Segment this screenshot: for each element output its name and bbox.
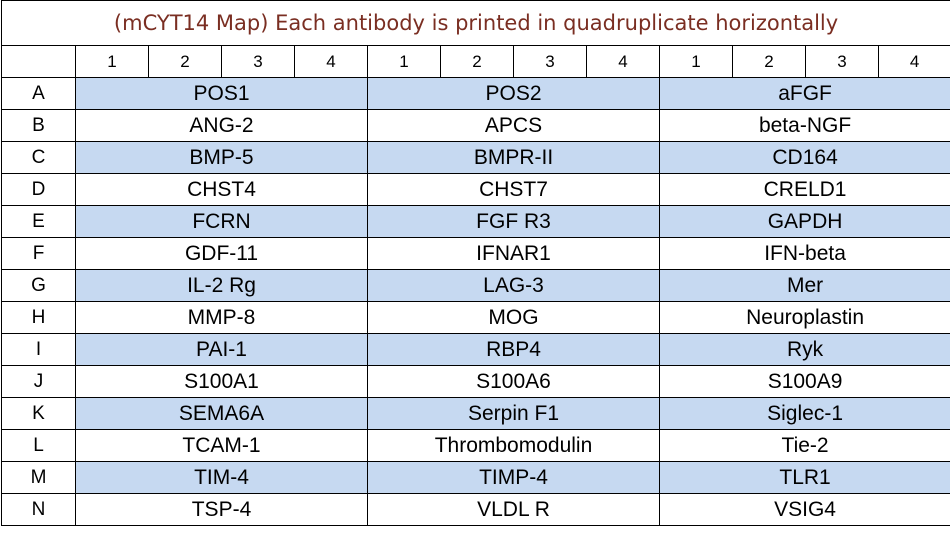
- antibody-map-table: (mCYT14 Map) Each antibody is printed in…: [0, 0, 950, 526]
- antibody-cell: PAI-1: [75, 333, 368, 366]
- map-row: F GDF-11 IFNAR1 IFN-beta: [1, 237, 950, 270]
- antibody-cell: Tie-2: [658, 429, 950, 462]
- row-label: G: [1, 269, 76, 302]
- antibody-cell: IFNAR1: [367, 237, 660, 270]
- antibody-cell: GDF-11: [75, 237, 368, 270]
- antibody-cell: TIMP-4: [367, 461, 660, 494]
- antibody-cell: Mer: [658, 269, 950, 302]
- map-row: C BMP-5 BMPR-II CD164: [1, 141, 950, 174]
- column-number: 4: [586, 45, 660, 78]
- antibody-cell: S100A1: [75, 365, 368, 398]
- corner-cell: [1, 45, 76, 78]
- antibody-cell: CRELD1: [658, 173, 950, 206]
- row-label: D: [1, 173, 76, 206]
- antibody-cell: VSIG4: [658, 493, 950, 526]
- antibody-cell: S100A6: [367, 365, 660, 398]
- map-row: E FCRN FGF R3 GAPDH: [1, 205, 950, 238]
- map-row: M TIM-4 TIMP-4 TLR1: [1, 461, 950, 494]
- row-label: E: [1, 205, 76, 238]
- map-row: N TSP-4 VLDL R VSIG4: [1, 493, 950, 526]
- row-label: B: [1, 109, 76, 142]
- row-label: M: [1, 461, 76, 494]
- antibody-cell: beta-NGF: [658, 109, 950, 142]
- antibody-cell: LAG-3: [367, 269, 660, 302]
- antibody-cell: VLDL R: [367, 493, 660, 526]
- antibody-cell: RBP4: [367, 333, 660, 366]
- row-label: L: [1, 429, 76, 462]
- row-label: H: [1, 301, 76, 334]
- row-label: I: [1, 333, 76, 366]
- antibody-cell: APCS: [367, 109, 660, 142]
- map-row: K SEMA6A Serpin F1 Siglec-1: [1, 397, 950, 430]
- map-row: D CHST4 CHST7 CRELD1: [1, 173, 950, 206]
- antibody-cell: TIM-4: [75, 461, 368, 494]
- column-number: 3: [805, 45, 879, 78]
- antibody-cell: TCAM-1: [75, 429, 368, 462]
- antibody-cell: MMP-8: [75, 301, 368, 334]
- map-row: A POS1 POS2 aFGF: [1, 77, 950, 110]
- column-number: 3: [221, 45, 295, 78]
- column-number: 2: [732, 45, 806, 78]
- antibody-cell: SEMA6A: [75, 397, 368, 430]
- antibody-cell: S100A9: [658, 365, 950, 398]
- column-number: 2: [440, 45, 514, 78]
- antibody-cell: CD164: [658, 141, 950, 174]
- antibody-cell: Ryk: [658, 333, 950, 366]
- antibody-cell: FGF R3: [367, 205, 660, 238]
- map-row: G IL-2 Rg LAG-3 Mer: [1, 269, 950, 302]
- title-row: (mCYT14 Map) Each antibody is printed in…: [0, 0, 950, 46]
- antibody-cell: POS1: [75, 77, 368, 110]
- row-label: N: [1, 493, 76, 526]
- antibody-cell: TLR1: [658, 461, 950, 494]
- antibody-cell: BMPR-II: [367, 141, 660, 174]
- row-label: F: [1, 237, 76, 270]
- row-label: A: [1, 77, 76, 110]
- map-row: J S100A1 S100A6 S100A9: [1, 365, 950, 398]
- map-title: (mCYT14 Map) Each antibody is printed in…: [0, 0, 950, 46]
- map-row: H MMP-8 MOG Neuroplastin: [1, 301, 950, 334]
- map-row: I PAI-1 RBP4 Ryk: [1, 333, 950, 366]
- column-number: 2: [148, 45, 222, 78]
- antibody-cell: FCRN: [75, 205, 368, 238]
- antibody-cell: TSP-4: [75, 493, 368, 526]
- column-number: 1: [659, 45, 733, 78]
- map-row: B ANG-2 APCS beta-NGF: [1, 109, 950, 142]
- row-label: C: [1, 141, 76, 174]
- column-number: 4: [877, 45, 950, 78]
- antibody-cell: IL-2 Rg: [75, 269, 368, 302]
- antibody-cell: POS2: [367, 77, 660, 110]
- antibody-cell: Thrombomodulin: [367, 429, 660, 462]
- antibody-cell: CHST7: [367, 173, 660, 206]
- antibody-cell: ANG-2: [75, 109, 368, 142]
- row-label: K: [1, 397, 76, 430]
- antibody-cell: Serpin F1: [367, 397, 660, 430]
- column-number: 4: [294, 45, 368, 78]
- antibody-cell: Siglec-1: [658, 397, 950, 430]
- row-label: J: [1, 365, 76, 398]
- antibody-cell: Neuroplastin: [658, 301, 950, 334]
- column-number: 1: [367, 45, 441, 78]
- map-row: L TCAM-1 Thrombomodulin Tie-2: [1, 429, 950, 462]
- antibody-cell: CHST4: [75, 173, 368, 206]
- antibody-cell: GAPDH: [658, 205, 950, 238]
- column-number: 3: [513, 45, 587, 78]
- antibody-cell: aFGF: [658, 77, 950, 110]
- column-number: 1: [75, 45, 149, 78]
- antibody-cell: BMP-5: [75, 141, 368, 174]
- antibody-cell: IFN-beta: [658, 237, 950, 270]
- antibody-cell: MOG: [367, 301, 660, 334]
